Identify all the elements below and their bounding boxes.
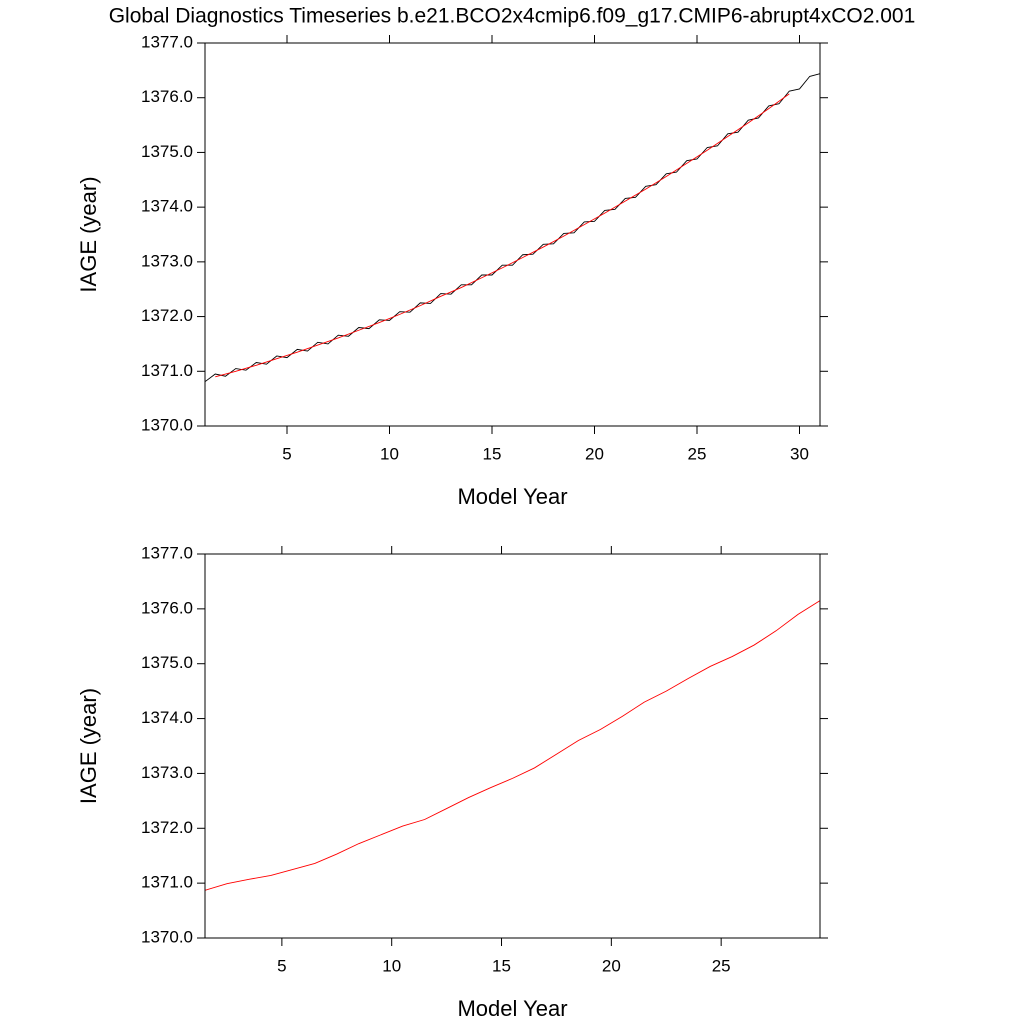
- y-tick-label: 1370.0: [141, 927, 193, 946]
- y-axis-label: IAGE (year): [76, 176, 101, 292]
- y-tick-label: 1375.0: [141, 142, 193, 161]
- x-tick-label: 20: [602, 956, 621, 975]
- y-tick-label: 1373.0: [141, 763, 193, 782]
- x-tick-label: 15: [483, 444, 502, 463]
- y-axis-label: IAGE (year): [76, 688, 101, 804]
- y-tick-label: 1372.0: [141, 306, 193, 325]
- y-tick-label: 1371.0: [141, 873, 193, 892]
- y-tick-label: 1370.0: [141, 415, 193, 434]
- x-tick-label: 10: [380, 444, 399, 463]
- y-tick-label: 1376.0: [141, 87, 193, 106]
- x-tick-label: 25: [712, 956, 731, 975]
- x-axis-label: Model Year: [457, 484, 567, 509]
- x-tick-label: 25: [688, 444, 707, 463]
- x-tick-label: 5: [277, 956, 286, 975]
- x-tick-label: 10: [382, 956, 401, 975]
- y-tick-label: 1377.0: [141, 543, 193, 562]
- y-tick-label: 1376.0: [141, 598, 193, 617]
- data-line: [204, 600, 821, 891]
- plot-frame: [204, 553, 821, 939]
- y-tick-label: 1372.0: [141, 818, 193, 837]
- x-tick-label: 15: [492, 956, 511, 975]
- plot-frame: [204, 42, 821, 427]
- y-tick-label: 1374.0: [141, 708, 193, 727]
- y-tick-label: 1374.0: [141, 197, 193, 216]
- y-tick-label: 1371.0: [141, 361, 193, 380]
- y-tick-label: 1373.0: [141, 251, 193, 270]
- y-tick-label: 1375.0: [141, 653, 193, 672]
- x-tick-label: 5: [282, 444, 291, 463]
- data-line: [204, 73, 821, 383]
- x-tick-label: 30: [790, 444, 809, 463]
- x-tick-label: 20: [585, 444, 604, 463]
- x-axis-label: Model Year: [457, 996, 567, 1021]
- y-tick-label: 1377.0: [141, 32, 193, 51]
- data-line: [215, 93, 790, 378]
- chart-title: Global Diagnostics Timeseries b.e21.BCO2…: [109, 5, 916, 28]
